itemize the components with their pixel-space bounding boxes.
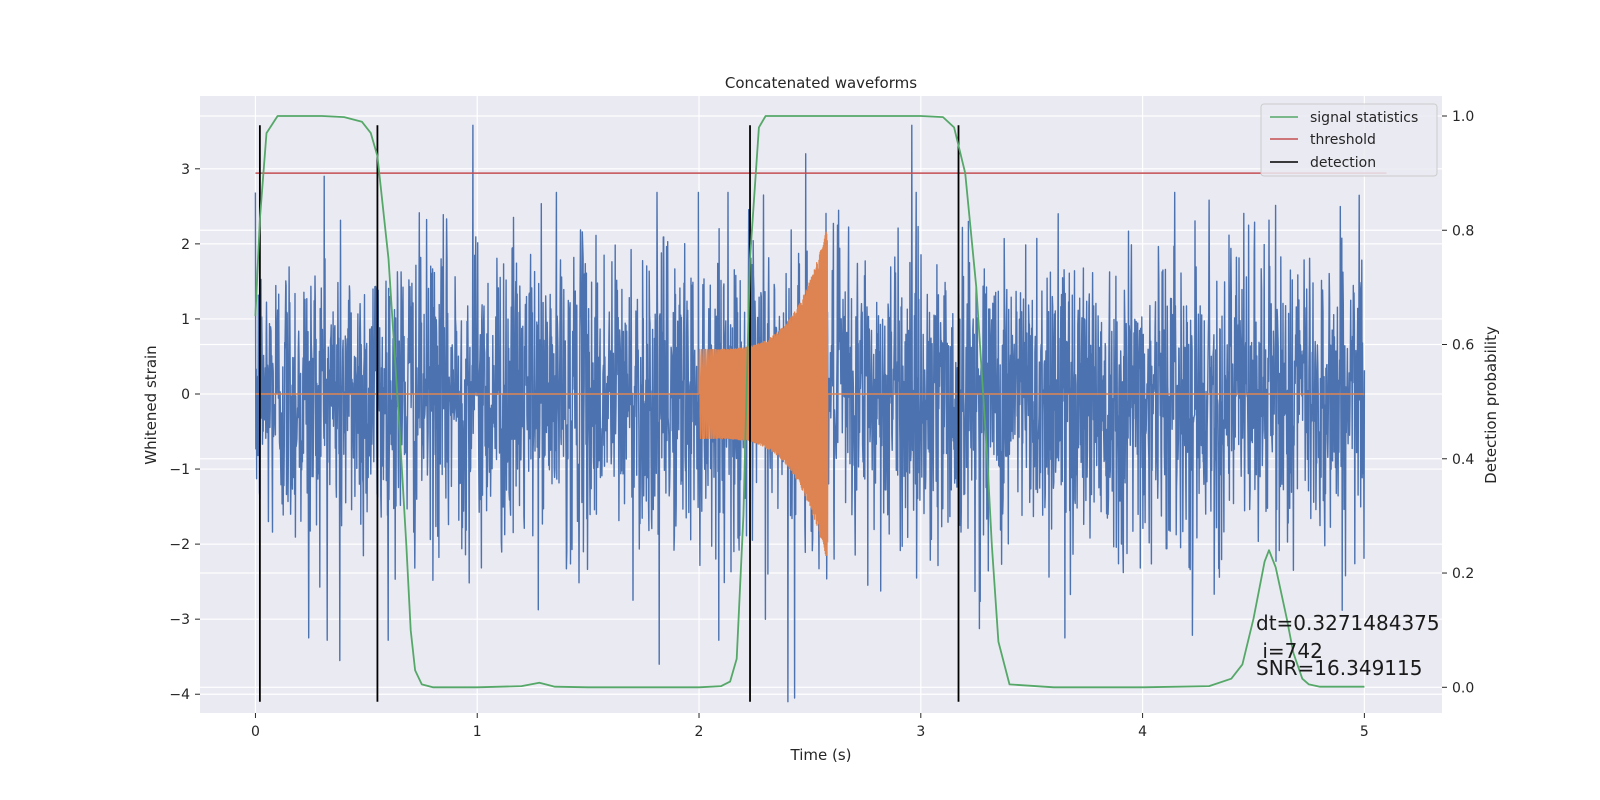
y2-tick-label: 0.2 <box>1452 566 1474 582</box>
annotation-snr: SNR=16.349115 <box>1256 656 1422 680</box>
y-tick-label: 1 <box>181 312 190 328</box>
template-chirp-line <box>698 231 829 557</box>
x-tick-label: 2 <box>695 724 704 740</box>
annotation-dt: dt=0.3271484375 <box>1256 611 1440 635</box>
x-tick-label: 3 <box>916 724 925 740</box>
y2-axis-label: Detection probability <box>1482 326 1500 484</box>
x-axis-label: Time (s) <box>790 746 852 764</box>
x-tick-label: 1 <box>473 724 482 740</box>
y2-tick-label: 0.0 <box>1452 680 1474 696</box>
y-axis-label: Whitened strain <box>142 345 160 464</box>
y-tick-label: 2 <box>181 237 190 253</box>
y2-tick-label: 0.6 <box>1452 338 1474 354</box>
signal-statistics-line <box>254 115 1365 689</box>
x-tick-label: 0 <box>251 724 260 740</box>
x-tick-label: 4 <box>1138 724 1147 740</box>
chart-title: Concatenated waveforms <box>725 74 917 92</box>
y-tick-label: −3 <box>169 612 190 628</box>
y-tick-label: 0 <box>181 387 190 403</box>
y-tick-label: −4 <box>169 687 190 703</box>
y-tick-label: −2 <box>169 537 190 553</box>
legend-label-threshold: threshold <box>1310 132 1376 148</box>
x-tick-label: 5 <box>1360 724 1369 740</box>
signal-statistics-series <box>254 115 1365 689</box>
legend-label-signal-statistics: signal statistics <box>1310 110 1418 126</box>
y2-tick-label: 0.8 <box>1452 223 1474 239</box>
annotation-index: i=742 <box>1256 639 1323 663</box>
legend-box <box>1260 103 1438 177</box>
legend: signal statistics threshold detection <box>1260 103 1438 177</box>
y-tick-label: 3 <box>181 162 190 178</box>
y2-tick-label: 0.4 <box>1452 452 1474 468</box>
axes: 0 1 2 3 4 5 −4 −3 −2 −1 0 1 2 3 0.0 0.2 0.4 0.6 0.8 1.0 <box>169 109 1474 740</box>
legend-label-detection: detection <box>1310 155 1376 171</box>
template-waveform-series <box>255 231 1365 557</box>
y-tick-label: −1 <box>169 462 190 478</box>
y2-tick-label: 1.0 <box>1452 109 1474 125</box>
